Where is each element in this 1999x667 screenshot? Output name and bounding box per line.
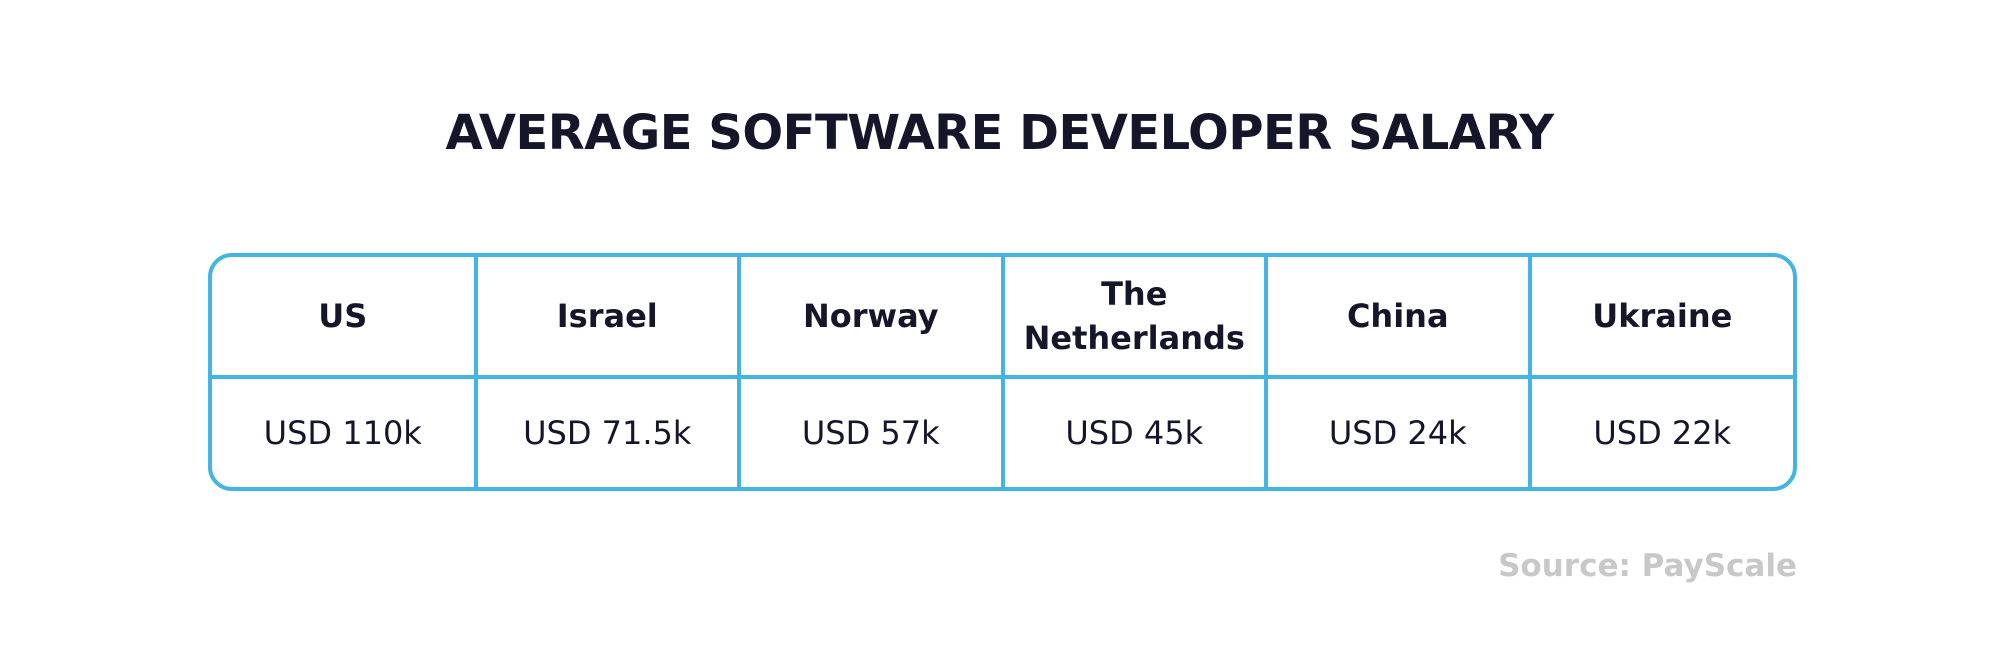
salary-cell-ukraine: USD 22k [1593, 414, 1732, 452]
salary-cell-china: USD 24k [1266, 377, 1532, 487]
source-note: Source: PayScale [1498, 548, 1797, 584]
salary-cell-norway: USD 57k [739, 377, 1005, 487]
salary-table: US Israel Norway The Netherlands China U… [212, 257, 1793, 487]
salary-cell-us: USD 110k [212, 377, 478, 487]
column-header-china: China [1266, 257, 1532, 379]
table-row: USD 110k USD 71.5k USD 57k USD 45k USD 2… [212, 377, 1793, 487]
column-header-norway: Norway [739, 257, 1005, 379]
salary-table-body: USD 110k USD 71.5k USD 57k USD 45k USD 2… [212, 377, 1793, 487]
header-row: US Israel Norway The Netherlands China U… [212, 257, 1793, 379]
salary-cell-israel: USD 71.5k [475, 377, 741, 487]
salary-table-header: US Israel Norway The Netherlands China U… [212, 257, 1793, 379]
column-header-the-netherlands: The Netherlands [1002, 257, 1268, 379]
salary-table-frame: US Israel Norway The Netherlands China U… [208, 253, 1797, 491]
chart-title: AVERAGE SOFTWARE DEVELOPER SALARY [445, 105, 1554, 161]
salary-cell-the-netherlands: USD 45k [1002, 377, 1268, 487]
column-header-israel: Israel [475, 257, 741, 379]
column-header-us: US [212, 257, 478, 379]
column-header-ukraine: Ukraine [1529, 257, 1793, 379]
